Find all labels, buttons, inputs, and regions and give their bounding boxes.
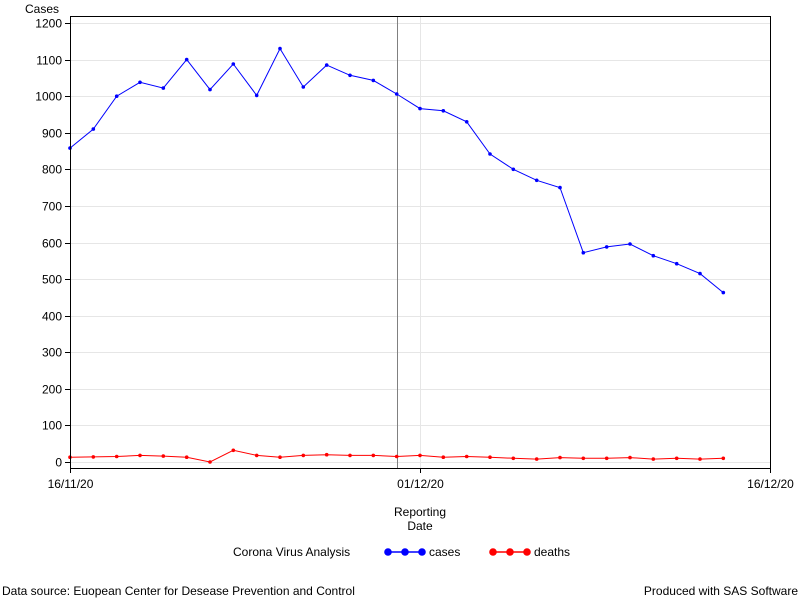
data-point-cases xyxy=(301,85,306,89)
series-deaths xyxy=(68,448,726,464)
legend: Corona Virus Analysis cases deaths xyxy=(233,545,570,559)
series-cases xyxy=(68,46,726,295)
x-axis-label-line2: Date xyxy=(407,519,433,533)
y-tick-label: 400 xyxy=(42,310,62,324)
data-point-cases xyxy=(208,87,212,92)
x-tick-label: 16/12/20 xyxy=(747,477,794,491)
y-tick-label: 100 xyxy=(42,419,62,433)
data-point-cases xyxy=(371,78,376,83)
data-point-cases xyxy=(628,242,632,246)
gridlines xyxy=(70,16,771,468)
data-point-deaths xyxy=(534,457,539,461)
data-point-cases xyxy=(254,93,259,98)
data-point-deaths xyxy=(114,454,119,459)
y-tick-label: 500 xyxy=(42,273,62,287)
x-tick-label: 01/12/20 xyxy=(397,477,444,491)
series-layer xyxy=(68,46,726,464)
data-point-deaths xyxy=(324,452,329,457)
data-point-cases xyxy=(231,62,236,66)
legend-entry-cases xyxy=(384,548,426,556)
x-tick-label: 16/11/20 xyxy=(48,477,94,491)
data-point-deaths xyxy=(698,457,702,461)
legend-label-deaths: deaths xyxy=(534,545,570,559)
data-point-deaths xyxy=(558,455,562,460)
data-point-cases xyxy=(441,109,446,113)
data-point-deaths xyxy=(674,456,679,461)
data-point-deaths xyxy=(371,453,376,458)
data-point-cases xyxy=(558,185,562,190)
data-point-cases xyxy=(418,106,422,111)
data-point-cases xyxy=(464,120,469,124)
data-point-deaths xyxy=(721,456,726,461)
data-point-deaths xyxy=(161,454,166,458)
data-point-deaths xyxy=(581,456,586,461)
data-point-cases xyxy=(91,127,96,131)
y-tick-label: 200 xyxy=(42,383,62,397)
data-point-deaths xyxy=(91,455,96,459)
data-point-cases xyxy=(581,250,586,255)
series-line-cases xyxy=(69,47,724,293)
y-axis-label: Cases xyxy=(25,2,59,16)
data-point-cases xyxy=(651,253,656,258)
data-point-cases xyxy=(161,86,166,90)
data-point-deaths xyxy=(464,454,469,459)
y-tick-label: 1000 xyxy=(35,90,62,104)
legend-marker-cases xyxy=(418,548,426,556)
data-point-deaths xyxy=(138,453,142,458)
data-point-cases xyxy=(184,57,189,62)
data-point-cases xyxy=(394,92,399,96)
software-credit: Produced with SAS Software xyxy=(643,584,798,598)
data-point-cases xyxy=(114,94,119,98)
data-point-deaths xyxy=(231,448,236,453)
y-tick-label: 900 xyxy=(42,127,62,141)
data-point-deaths xyxy=(301,453,306,458)
legend-label-cases: cases xyxy=(429,545,460,559)
y-tick-label: 1200 xyxy=(35,17,62,31)
data-point-cases xyxy=(698,271,702,276)
legend-title: Corona Virus Analysis xyxy=(233,545,350,559)
data-point-cases xyxy=(534,178,539,183)
data-source-note: Data source: Euopean Center for Desease … xyxy=(2,584,355,598)
legend-marker-deaths xyxy=(506,548,514,556)
data-point-deaths xyxy=(651,457,656,461)
data-point-deaths xyxy=(278,455,282,460)
data-point-deaths xyxy=(488,455,492,460)
y-tick-label: 300 xyxy=(42,346,62,360)
legend-marker-deaths xyxy=(523,548,531,556)
data-point-cases xyxy=(674,261,679,266)
y-tick-label: 800 xyxy=(42,163,62,177)
data-point-cases xyxy=(324,63,329,67)
data-point-cases xyxy=(348,73,352,78)
y-tick-label: 0 xyxy=(55,456,62,470)
data-point-deaths xyxy=(604,456,609,461)
data-point-deaths xyxy=(511,456,516,461)
legend-marker-cases xyxy=(384,548,392,556)
data-point-deaths xyxy=(628,455,632,460)
x-axis-label-line1: Reporting xyxy=(394,505,446,519)
data-point-cases xyxy=(511,167,516,172)
data-point-deaths xyxy=(418,453,422,458)
y-tick-label: 700 xyxy=(42,200,62,214)
data-point-deaths xyxy=(184,455,189,460)
legend-entry-deaths xyxy=(489,548,531,556)
y-tick-label: 1100 xyxy=(36,54,62,68)
y-axis: 0 100 200 300 400 500 600 700 800 900 1000 1100 1200 xyxy=(35,17,70,470)
y-tick-label: 600 xyxy=(42,237,62,251)
legend-marker-cases xyxy=(401,548,409,556)
data-point-deaths xyxy=(441,455,446,460)
legend-marker-deaths xyxy=(489,548,497,556)
data-point-deaths xyxy=(254,453,259,458)
data-point-cases xyxy=(138,80,142,85)
data-point-deaths xyxy=(208,460,212,464)
data-point-deaths xyxy=(348,453,352,458)
data-point-cases xyxy=(488,152,492,156)
data-point-cases xyxy=(604,245,609,249)
data-point-deaths xyxy=(394,454,399,459)
x-axis: 16/11/20 01/12/20 16/12/20 xyxy=(48,468,794,491)
data-point-cases xyxy=(721,290,726,295)
data-point-cases xyxy=(278,46,282,51)
